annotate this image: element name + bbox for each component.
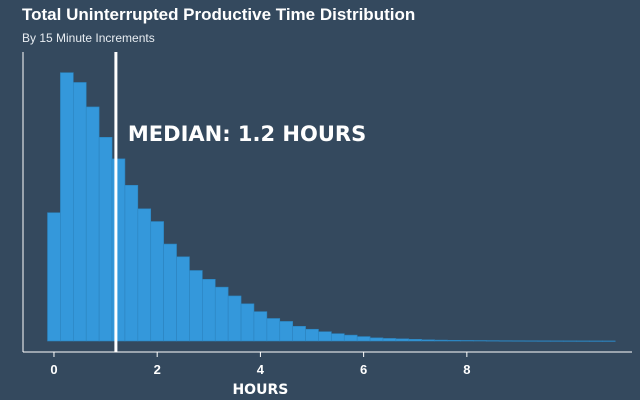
histogram-bar bbox=[202, 278, 216, 342]
histogram-bar bbox=[150, 221, 164, 342]
histogram-bar bbox=[472, 340, 487, 342]
histogram-bar bbox=[305, 328, 319, 342]
x-tick-label: 0 bbox=[50, 362, 57, 377]
histogram-bar bbox=[537, 340, 552, 342]
histogram-bar bbox=[485, 340, 500, 342]
median-label: MEDIAN: 1.2 HOURS bbox=[128, 122, 366, 146]
histogram-bar bbox=[163, 243, 177, 342]
histogram-bar bbox=[266, 318, 281, 342]
histogram-bar bbox=[408, 339, 422, 342]
histogram-bar bbox=[73, 82, 87, 342]
histogram-bar bbox=[98, 137, 113, 342]
histogram-bar bbox=[498, 340, 513, 342]
histogram-bar bbox=[382, 338, 397, 342]
histogram-bar bbox=[253, 311, 268, 342]
x-tick-label: 4 bbox=[257, 362, 265, 377]
x-axis-label: HOURS bbox=[232, 382, 288, 398]
histogram-bar bbox=[563, 340, 577, 342]
chart-title: Total Uninterrupted Productive Time Dist… bbox=[22, 5, 416, 24]
histogram-bar bbox=[589, 340, 603, 342]
histogram-bar bbox=[331, 333, 345, 342]
histogram-bar bbox=[369, 337, 384, 342]
histogram-bar bbox=[550, 340, 564, 342]
histogram-bar bbox=[240, 303, 255, 342]
histogram-bar bbox=[111, 158, 126, 342]
x-tick-label: 2 bbox=[154, 362, 161, 377]
histogram-bar bbox=[356, 336, 371, 342]
histogram-bar bbox=[279, 321, 293, 342]
chart-subtitle: By 15 Minute Increments bbox=[22, 31, 155, 45]
histogram-bar bbox=[47, 212, 61, 342]
histogram-bar bbox=[511, 340, 526, 342]
histogram-bar bbox=[85, 106, 100, 342]
histogram-bar bbox=[421, 339, 435, 342]
histogram-bar bbox=[189, 270, 203, 342]
histogram-bar bbox=[434, 339, 448, 342]
histogram-bar bbox=[602, 340, 616, 342]
histogram-bar bbox=[460, 340, 474, 342]
histogram-bar bbox=[292, 326, 306, 342]
histogram-bar bbox=[124, 184, 139, 342]
histogram-bar bbox=[60, 72, 74, 342]
x-ticks-layer: 0 2 4 6 8 bbox=[50, 352, 470, 377]
histogram-bar bbox=[395, 338, 410, 342]
histogram-bar bbox=[576, 340, 590, 342]
histogram-bar bbox=[524, 340, 539, 342]
x-tick-label: 8 bbox=[463, 362, 470, 377]
histogram-bar bbox=[176, 256, 190, 342]
histogram-bar bbox=[318, 331, 332, 342]
histogram-bar bbox=[214, 286, 229, 342]
histogram-bar bbox=[137, 208, 152, 342]
histogram-bar bbox=[343, 334, 358, 342]
histogram-bar bbox=[447, 340, 461, 342]
histogram-bar bbox=[227, 295, 242, 342]
x-tick-label: 6 bbox=[360, 362, 367, 377]
bars-layer bbox=[47, 72, 616, 342]
